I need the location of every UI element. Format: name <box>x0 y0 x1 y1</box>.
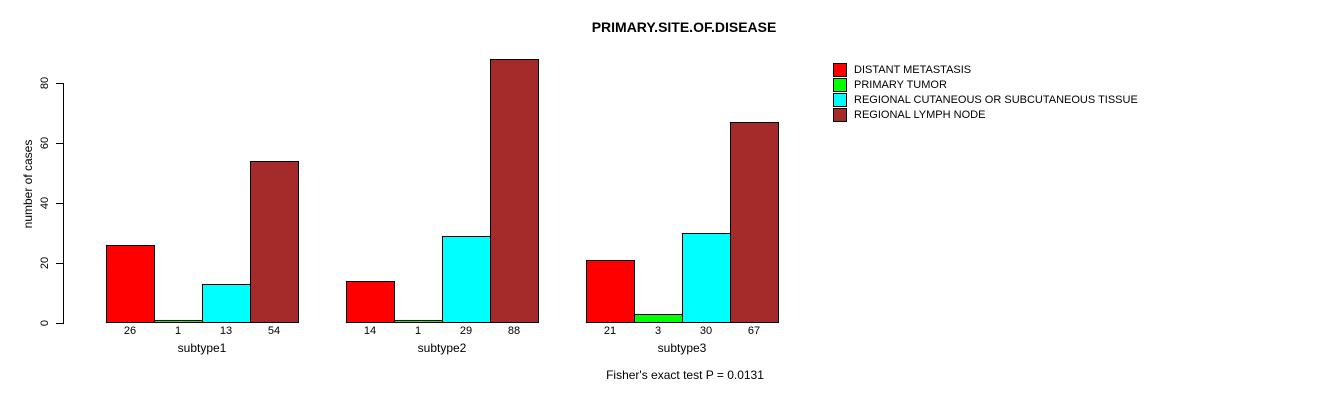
y-tick-label: 0 <box>39 319 51 327</box>
chart-title: PRIMARY.SITE.OF.DISEASE <box>591 19 777 35</box>
bar <box>634 314 683 323</box>
bar-value-label: 67 <box>747 325 761 337</box>
legend-swatch <box>833 63 847 78</box>
legend-label: REGIONAL LYMPH NODE <box>854 108 986 121</box>
category-label: subtype3 <box>657 341 707 355</box>
y-tick-mark <box>56 263 64 264</box>
legend-item: DISTANT METASTASIS <box>833 63 1138 78</box>
bar <box>394 320 443 323</box>
y-tick-label: 40 <box>39 196 51 210</box>
legend-label: REGIONAL CUTANEOUS OR SUBCUTANEOUS TISSU… <box>854 93 1138 106</box>
legend-swatch <box>833 78 847 93</box>
legend-item: REGIONAL CUTANEOUS OR SUBCUTANEOUS TISSU… <box>833 92 1138 108</box>
bar-value-label: 54 <box>267 325 281 337</box>
legend-swatch <box>833 107 847 122</box>
legend-swatch <box>833 92 847 107</box>
bar <box>490 59 539 323</box>
bar <box>106 245 155 323</box>
bar <box>682 233 731 323</box>
bar-value-label: 13 <box>219 325 233 337</box>
bar <box>346 281 395 323</box>
category-label: subtype1 <box>177 341 227 355</box>
bar-value-label: 14 <box>363 325 377 337</box>
y-tick-mark <box>56 83 64 84</box>
bar-value-label: 29 <box>459 325 473 337</box>
y-tick-label: 80 <box>39 76 51 90</box>
bar-value-label: 30 <box>699 325 713 337</box>
bar-value-label: 88 <box>507 325 521 337</box>
category-label: subtype2 <box>417 341 467 355</box>
legend: DISTANT METASTASIS PRIMARY TUMOR REGIONAL … <box>833 63 1138 122</box>
bar-value-label: 3 <box>654 325 662 337</box>
y-tick-label: 20 <box>39 256 51 270</box>
bar-value-label: 21 <box>603 325 617 337</box>
legend-item: PRIMARY TUMOR <box>833 78 1138 93</box>
y-tick-mark <box>56 203 64 204</box>
bar <box>250 161 299 323</box>
legend-label: PRIMARY TUMOR <box>854 79 947 92</box>
bar-value-label: 1 <box>174 325 182 337</box>
bar-value-label: 26 <box>123 325 137 337</box>
y-tick-mark <box>56 143 64 144</box>
bar <box>154 320 203 323</box>
legend-label: DISTANT METASTASIS <box>854 64 972 77</box>
bar <box>730 122 779 323</box>
y-tick-label: 60 <box>39 136 51 150</box>
bar-value-label: 1 <box>414 325 422 337</box>
legend-item: REGIONAL LYMPH NODE <box>833 107 1138 122</box>
bar <box>202 284 251 323</box>
y-tick-mark <box>56 323 64 324</box>
y-axis-label: number of cases <box>21 139 35 229</box>
annotation-fisher-test: Fisher's exact test P = 0.0131 <box>606 368 764 382</box>
bar <box>586 260 635 323</box>
bar <box>442 236 491 323</box>
